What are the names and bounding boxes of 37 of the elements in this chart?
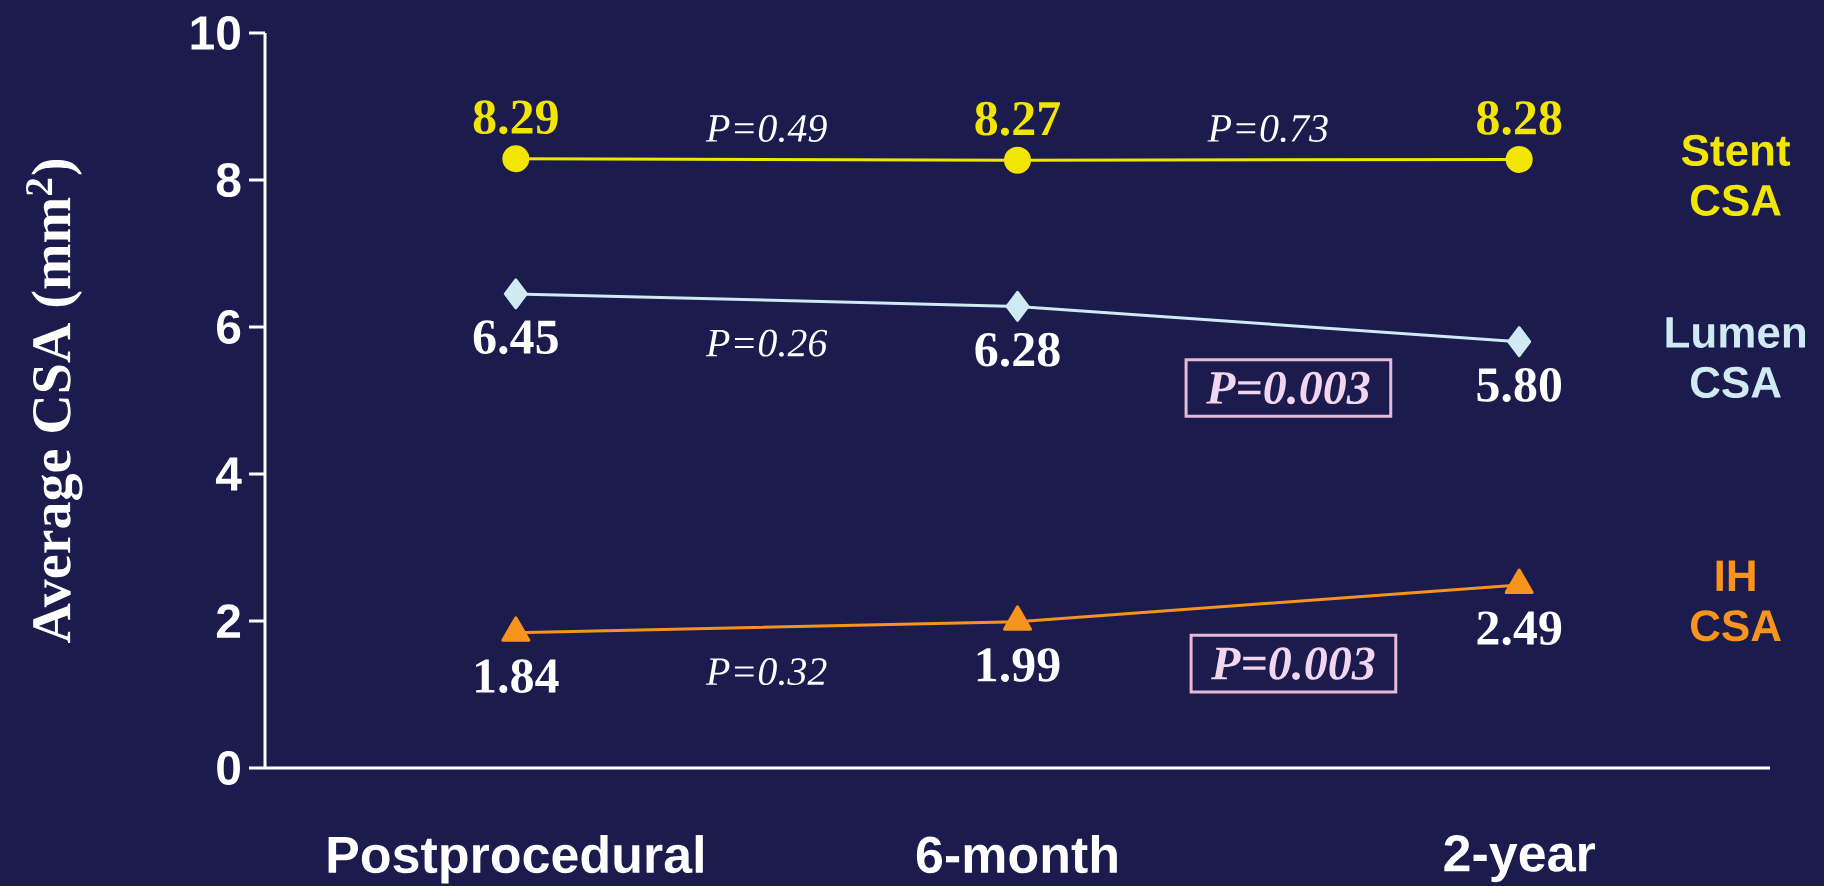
data-label: 8.28 <box>1477 101 1562 136</box>
annotation: P=0.73 <box>1207 114 1328 143</box>
data-label: 5.80 <box>1477 368 1562 403</box>
point <box>502 145 530 173</box>
text: Stent CSA <box>1681 134 1791 216</box>
y-tick-label: 8 <box>216 163 241 197</box>
y-tick-label: 2 <box>216 604 241 638</box>
y-axis-title: Average CSA (mm$^{2}$) <box>26 159 83 643</box>
data-label: 2.49 <box>1477 611 1562 646</box>
point <box>1507 326 1532 358</box>
data-label: 1.99 <box>977 648 1060 682</box>
point <box>1505 145 1533 173</box>
data-label: 1.84 <box>476 659 559 694</box>
data-label: 6.28 <box>975 332 1060 367</box>
annotation: P=0.003 <box>1211 647 1375 680</box>
annotation: P=0.26 <box>705 329 828 357</box>
y-tick-label: 10 <box>191 16 240 50</box>
point <box>1003 605 1032 631</box>
point <box>1504 568 1534 594</box>
data-label: 6.45 <box>473 320 558 355</box>
point <box>501 616 531 642</box>
annotation: P=0.32 <box>705 658 827 686</box>
point <box>1005 290 1030 322</box>
text: IH CSA <box>1690 560 1781 642</box>
y-tick-label: 0 <box>217 751 240 785</box>
x-tick-label: 2-year <box>1444 835 1595 883</box>
x-tick-label: Postprocedural <box>328 835 703 884</box>
point <box>1004 146 1032 174</box>
data-label: 8.27 <box>975 101 1061 136</box>
x-tick-label: 6-month <box>916 835 1117 874</box>
y-tick-label: 6 <box>217 310 241 344</box>
point <box>503 278 528 310</box>
data-label: 8.29 <box>473 100 558 135</box>
y-tick-label: 4 <box>215 457 242 491</box>
text: Lumen CSA <box>1666 317 1805 399</box>
annotation: P=0.49 <box>705 114 827 143</box>
annotation: P=0.003 <box>1206 371 1370 405</box>
